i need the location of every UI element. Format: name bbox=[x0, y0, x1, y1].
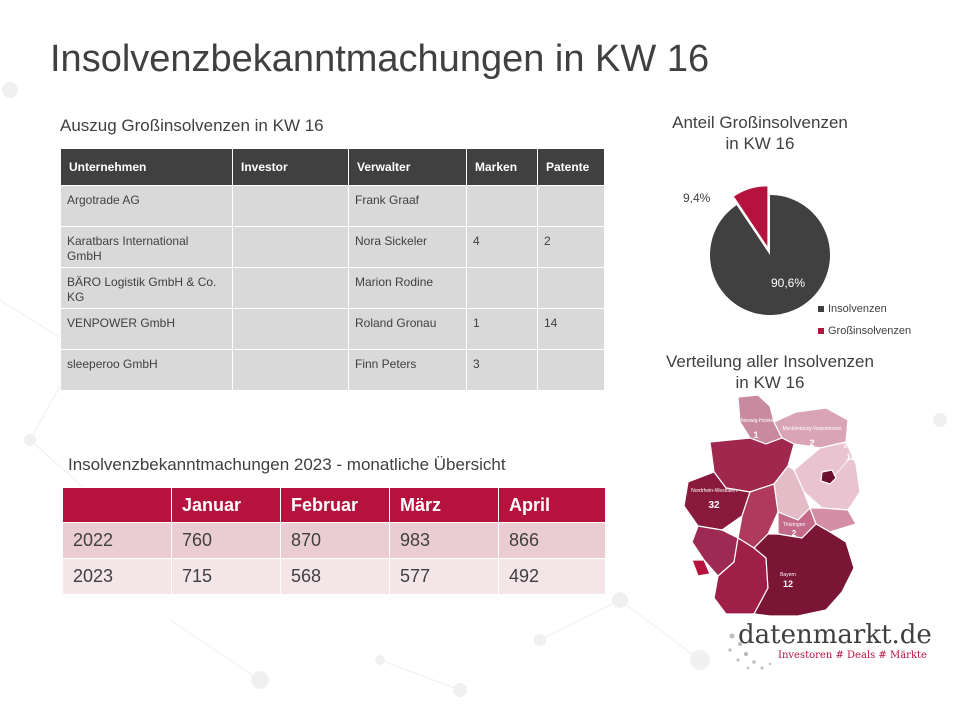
table-cell: 2 bbox=[538, 227, 604, 267]
table-cell bbox=[233, 350, 348, 390]
map-title: Verteilung aller Insolvenzen in KW 16 bbox=[640, 351, 900, 393]
table-cell: BÄRO Logistik GmbH & Co. KG bbox=[61, 268, 232, 308]
table-header-row: Unternehmen Investor Verwalter Marken Pa… bbox=[61, 149, 604, 185]
table-cell bbox=[233, 309, 348, 349]
table-cell: 2022 bbox=[63, 523, 171, 558]
table-cell: sleeperoo GmbH bbox=[61, 350, 232, 390]
column-header: Unternehmen bbox=[61, 149, 232, 185]
large-insolvencies-table: Unternehmen Investor Verwalter Marken Pa… bbox=[60, 148, 605, 391]
column-header bbox=[63, 488, 171, 522]
table-row: sleeperoo GmbH Finn Peters 3 bbox=[61, 350, 604, 390]
pie-chart-title: Anteil Großinsolvenzen in KW 16 bbox=[650, 112, 870, 154]
table-header-row: Januar Februar März April bbox=[63, 488, 605, 522]
column-header: März bbox=[390, 488, 498, 522]
pie-label-large: 90,6% bbox=[771, 276, 805, 290]
table-row: 2023 715 568 577 492 bbox=[63, 559, 605, 594]
table-cell: 577 bbox=[390, 559, 498, 594]
table-cell: 870 bbox=[281, 523, 389, 558]
legend-swatch bbox=[818, 328, 824, 335]
table-cell bbox=[538, 186, 604, 226]
germany-map: Schleswig-Holstein 1 Mecklenburg-Vorpomm… bbox=[683, 394, 861, 617]
map-region-value: 1 bbox=[753, 430, 758, 440]
column-header: Februar bbox=[281, 488, 389, 522]
table-row: Karatbars International GmbH Nora Sickel… bbox=[61, 227, 604, 267]
pie-slice-grossinsolvenzen bbox=[733, 186, 768, 247]
pie-title-line: in KW 16 bbox=[725, 134, 795, 153]
table-cell: 4 bbox=[467, 227, 537, 267]
region-bayern bbox=[753, 523, 855, 617]
map-region-label: Nordrhein-Westfalen bbox=[691, 488, 737, 494]
table-cell: 492 bbox=[499, 559, 605, 594]
column-header: April bbox=[499, 488, 605, 522]
table-cell bbox=[538, 350, 604, 390]
table-cell bbox=[233, 227, 348, 267]
legend-swatch bbox=[818, 306, 824, 313]
column-header: Januar bbox=[172, 488, 280, 522]
region-saarland bbox=[691, 559, 711, 577]
map-region-label: Schleswig-Holstein bbox=[735, 418, 777, 424]
column-header: Patente bbox=[538, 149, 604, 185]
pie-title-line: Anteil Großinsolvenzen bbox=[672, 113, 848, 132]
logo-wordmark: datenmarkt.de bbox=[738, 620, 932, 650]
table-cell bbox=[467, 268, 537, 308]
map-title-line: Verteilung aller Insolvenzen bbox=[666, 352, 874, 371]
table-cell: Karatbars International GmbH bbox=[61, 227, 232, 267]
table-row: Argotrade AG Frank Graaf bbox=[61, 186, 604, 226]
column-header: Verwalter bbox=[349, 149, 466, 185]
table-cell: 3 bbox=[467, 350, 537, 390]
table-row: 2022 760 870 983 866 bbox=[63, 523, 605, 558]
table-cell: 568 bbox=[281, 559, 389, 594]
table-cell: 983 bbox=[390, 523, 498, 558]
table-cell: 1 bbox=[467, 309, 537, 349]
table-cell: Finn Peters bbox=[349, 350, 466, 390]
table-cell: Frank Graaf bbox=[349, 186, 466, 226]
page-title: Insolvenzbekanntmachungen in KW 16 bbox=[50, 38, 710, 80]
region-berlin bbox=[820, 469, 837, 485]
table-cell bbox=[233, 186, 348, 226]
map-region-value: 32 bbox=[708, 500, 720, 511]
map-title-line: in KW 16 bbox=[735, 373, 805, 392]
monthly-overview-table-title: Insolvenzbekanntmachungen 2023 - monatli… bbox=[68, 455, 506, 474]
map-region-value: 2 bbox=[809, 438, 814, 448]
legend-item-insolvenzen: Insolvenzen bbox=[818, 303, 887, 315]
table-cell: VENPOWER GmbH bbox=[61, 309, 232, 349]
monthly-overview-table: Januar Februar März April 2022 760 870 9… bbox=[62, 487, 606, 595]
table-cell: 2023 bbox=[63, 559, 171, 594]
table-cell: Roland Gronau bbox=[349, 309, 466, 349]
column-header: Investor bbox=[233, 149, 348, 185]
logo-dots-icon bbox=[728, 633, 772, 670]
legend-item-grossinsolvenzen: Großinsolvenzen bbox=[818, 325, 911, 337]
table-row: VENPOWER GmbH Roland Gronau 1 14 bbox=[61, 309, 604, 349]
legend-label: Insolvenzen bbox=[828, 303, 887, 315]
pie-slice-insolvenzen bbox=[710, 195, 830, 315]
table-cell: Argotrade AG bbox=[61, 186, 232, 226]
table-cell: 866 bbox=[499, 523, 605, 558]
table-cell: Nora Sickeler bbox=[349, 227, 466, 267]
table-cell bbox=[467, 186, 537, 226]
pie-label-small: 9,4% bbox=[683, 191, 711, 205]
table-cell bbox=[233, 268, 348, 308]
map-region-value: 2 bbox=[792, 529, 797, 538]
legend-label: Großinsolvenzen bbox=[828, 325, 912, 337]
table-row: BÄRO Logistik GmbH & Co. KG Marion Rodin… bbox=[61, 268, 604, 308]
map-region-label: Thüringen bbox=[783, 522, 806, 528]
map-region-value: 12 bbox=[846, 452, 856, 462]
logo-tagline: Investoren # Deals # Märkte bbox=[778, 650, 927, 661]
pie-chart: 9,4% 90,6% bbox=[683, 186, 830, 315]
table-cell: 715 bbox=[172, 559, 280, 594]
map-region-label: Bayern bbox=[780, 572, 796, 578]
large-insolvencies-table-title: Auszug Großinsolvenzen in KW 16 bbox=[60, 116, 324, 135]
map-region-value: 12 bbox=[783, 579, 793, 589]
table-cell: 760 bbox=[172, 523, 280, 558]
table-cell: 14 bbox=[538, 309, 604, 349]
map-region-label: Mecklenburg-Vorpommern bbox=[783, 426, 842, 432]
table-cell bbox=[538, 268, 604, 308]
table-cell: Marion Rodine bbox=[349, 268, 466, 308]
map-region-label: Berlin bbox=[843, 444, 858, 450]
column-header: Marken bbox=[467, 149, 537, 185]
